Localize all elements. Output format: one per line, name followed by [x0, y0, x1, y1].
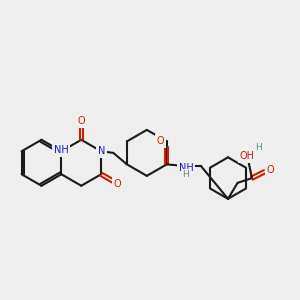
- Text: NH: NH: [178, 163, 193, 172]
- Text: O: O: [77, 116, 85, 126]
- Text: O: O: [266, 165, 274, 175]
- Text: H: H: [182, 170, 189, 179]
- Text: O: O: [114, 179, 121, 189]
- Text: NH: NH: [54, 145, 69, 155]
- Text: N: N: [98, 146, 105, 156]
- Text: O: O: [157, 136, 164, 146]
- Text: OH: OH: [240, 152, 255, 161]
- Text: H: H: [256, 143, 262, 152]
